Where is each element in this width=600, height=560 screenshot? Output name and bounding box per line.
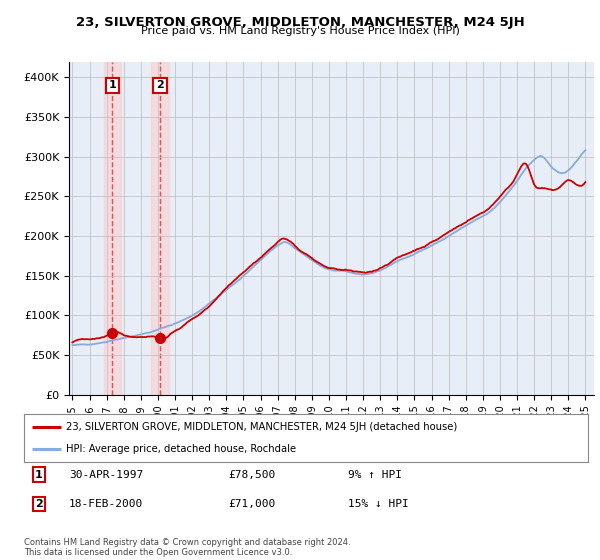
Bar	[104, 62, 121, 395]
Text: 1: 1	[35, 470, 43, 480]
Text: £71,000: £71,000	[228, 499, 275, 509]
Text: 9% ↑ HPI: 9% ↑ HPI	[348, 470, 402, 480]
Text: Contains HM Land Registry data © Crown copyright and database right 2024.
This d: Contains HM Land Registry data © Crown c…	[24, 538, 350, 557]
Text: 1: 1	[109, 81, 116, 90]
Text: 23, SILVERTON GROVE, MIDDLETON, MANCHESTER, M24 5JH (detached house): 23, SILVERTON GROVE, MIDDLETON, MANCHEST…	[66, 422, 458, 432]
Text: 2: 2	[156, 81, 164, 90]
Text: 23, SILVERTON GROVE, MIDDLETON, MANCHESTER, M24 5JH: 23, SILVERTON GROVE, MIDDLETON, MANCHEST…	[76, 16, 524, 29]
Text: £78,500: £78,500	[228, 470, 275, 480]
Text: 15% ↓ HPI: 15% ↓ HPI	[348, 499, 409, 509]
Text: Price paid vs. HM Land Registry's House Price Index (HPI): Price paid vs. HM Land Registry's House …	[140, 26, 460, 36]
Text: 18-FEB-2000: 18-FEB-2000	[69, 499, 143, 509]
Text: HPI: Average price, detached house, Rochdale: HPI: Average price, detached house, Roch…	[66, 444, 296, 454]
Bar	[151, 62, 169, 395]
Text: 2: 2	[35, 499, 43, 509]
Text: 30-APR-1997: 30-APR-1997	[69, 470, 143, 480]
